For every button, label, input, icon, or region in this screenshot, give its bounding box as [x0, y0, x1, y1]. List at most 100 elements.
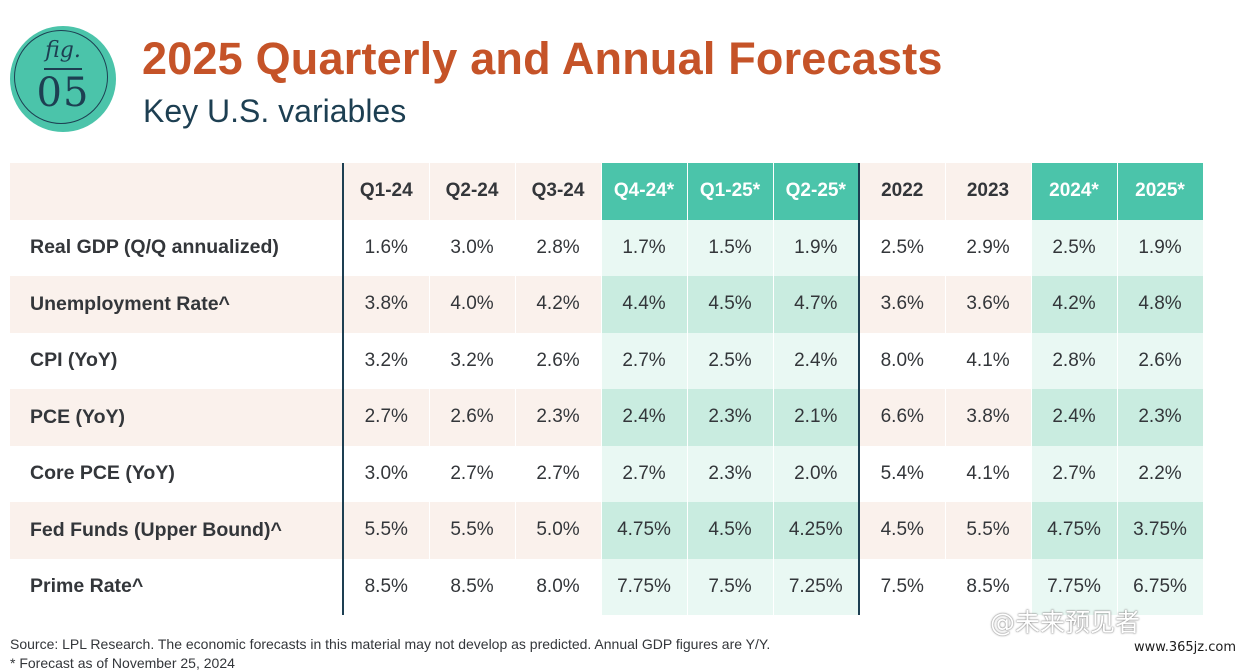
row-label: Prime Rate^: [10, 558, 344, 615]
table-cell: 2.9%: [945, 219, 1032, 276]
table-cell: 2.8%: [515, 219, 602, 276]
table-cell: 3.8%: [342, 276, 430, 333]
table-cell: 8.0%: [515, 558, 602, 615]
table-cell: 4.5%: [859, 502, 946, 559]
table-cell: 8.5%: [342, 558, 430, 615]
table-row: Unemployment Rate^ 3.8% 4.0% 4.2% 4.4% 4…: [10, 276, 1204, 333]
source-note: Source: LPL Research. The economic forec…: [10, 636, 771, 652]
table-cell: 1.9%: [1117, 219, 1204, 276]
table-cell: 1.6%: [342, 219, 430, 276]
table-cell: 4.75%: [1031, 502, 1118, 559]
table-cell: 3.2%: [342, 332, 430, 389]
table-cell: 1.9%: [773, 219, 860, 276]
table-cell: 7.25%: [773, 558, 860, 615]
table-cell: 4.7%: [773, 276, 860, 333]
table-cell: 2.4%: [773, 332, 860, 389]
page-title: 2025 Quarterly and Annual Forecasts: [142, 33, 943, 84]
row-label: Core PCE (YoY): [10, 445, 344, 502]
col-header: Q3-24: [515, 163, 602, 220]
row-label: Unemployment Rate^: [10, 276, 344, 333]
badge-fig-label: fig.: [45, 38, 81, 63]
table-cell: 7.5%: [859, 558, 946, 615]
col-header: 2025*: [1117, 163, 1204, 220]
table-cell: 5.0%: [515, 502, 602, 559]
table-cell: 3.0%: [429, 219, 516, 276]
table-row: Real GDP (Q/Q annualized) 1.6% 3.0% 2.8%…: [10, 219, 1204, 276]
table-cell: 2.5%: [859, 219, 946, 276]
table-cell: 6.75%: [1117, 558, 1204, 615]
table-row: Core PCE (YoY) 3.0% 2.7% 2.7% 2.7% 2.3% …: [10, 445, 1204, 502]
row-label: CPI (YoY): [10, 332, 344, 389]
table-cell: 2.7%: [342, 389, 430, 446]
table-cell: 3.8%: [945, 389, 1032, 446]
header-corner: [10, 163, 344, 220]
table-cell: 2.6%: [515, 332, 602, 389]
table-cell: 5.5%: [945, 502, 1032, 559]
col-header: Q2-24: [429, 163, 516, 220]
col-header: 2023: [945, 163, 1032, 220]
table-cell: 2.3%: [687, 445, 774, 502]
figure-badge: fig. 05: [10, 26, 116, 132]
table-cell: 2.5%: [687, 332, 774, 389]
table-cell: 1.7%: [601, 219, 688, 276]
row-label: PCE (YoY): [10, 389, 344, 446]
table-row: Fed Funds (Upper Bound)^ 5.5% 5.5% 5.0% …: [10, 502, 1204, 559]
table-cell: 2.6%: [429, 389, 516, 446]
table-cell: 4.5%: [687, 276, 774, 333]
table-cell: 3.6%: [945, 276, 1032, 333]
table-cell: 2.4%: [1031, 389, 1118, 446]
table-cell: 8.5%: [945, 558, 1032, 615]
table-cell: 2.7%: [601, 445, 688, 502]
table-cell: 1.5%: [687, 219, 774, 276]
table-cell: 8.0%: [859, 332, 946, 389]
badge-ring: [14, 30, 108, 124]
table-cell: 2.8%: [1031, 332, 1118, 389]
badge-number: 05: [36, 70, 90, 116]
forecast-table: Q1-24 Q2-24 Q3-24 Q4-24* Q1-25* Q2-25* 2…: [10, 163, 1204, 615]
table-cell: 2.7%: [429, 445, 516, 502]
table-cell: 2.2%: [1117, 445, 1204, 502]
watermark-url: www.365jz.com: [1134, 640, 1236, 655]
table-cell: 7.75%: [601, 558, 688, 615]
table-cell: 4.5%: [687, 502, 774, 559]
table-cell: 2.7%: [601, 332, 688, 389]
table-cell: 4.0%: [429, 276, 516, 333]
table-cell: 4.4%: [601, 276, 688, 333]
forecast-footnote: * Forecast as of November 25, 2024: [10, 655, 235, 671]
col-header: Q1-25*: [687, 163, 774, 220]
badge-rule: [44, 68, 82, 70]
table-cell: 2.6%: [1117, 332, 1204, 389]
table-cell: 8.5%: [429, 558, 516, 615]
table-cell: 2.4%: [601, 389, 688, 446]
table-cell: 2.0%: [773, 445, 860, 502]
table-cell: 4.75%: [601, 502, 688, 559]
table-cell: 2.7%: [1031, 445, 1118, 502]
table-cell: 4.1%: [945, 445, 1032, 502]
col-header: 2022: [859, 163, 946, 220]
table-cell: 3.6%: [859, 276, 946, 333]
table-cell: 7.5%: [687, 558, 774, 615]
table-cell: 2.3%: [1117, 389, 1204, 446]
table-cell: 4.8%: [1117, 276, 1204, 333]
col-header: Q1-24: [342, 163, 430, 220]
table-cell: 3.0%: [342, 445, 430, 502]
header-row: Q1-24 Q2-24 Q3-24 Q4-24* Q1-25* Q2-25* 2…: [10, 163, 1204, 220]
table-cell: 2.1%: [773, 389, 860, 446]
table-cell: 5.5%: [342, 502, 430, 559]
table-cell: 3.2%: [429, 332, 516, 389]
col-header: Q2-25*: [773, 163, 860, 220]
col-header: 2024*: [1031, 163, 1118, 220]
table-cell: 4.25%: [773, 502, 860, 559]
table-row: CPI (YoY) 3.2% 3.2% 2.6% 2.7% 2.5% 2.4% …: [10, 332, 1204, 389]
table-cell: 5.5%: [429, 502, 516, 559]
table-row: PCE (YoY) 2.7% 2.6% 2.3% 2.4% 2.3% 2.1% …: [10, 389, 1204, 446]
table-cell: 4.2%: [1031, 276, 1118, 333]
page-subtitle: Key U.S. variables: [143, 93, 407, 129]
table-cell: 7.75%: [1031, 558, 1118, 615]
table-row: Prime Rate^ 8.5% 8.5% 8.0% 7.75% 7.5% 7.…: [10, 558, 1204, 615]
table-cell: 3.75%: [1117, 502, 1204, 559]
table-cell: 4.2%: [515, 276, 602, 333]
table-cell: 6.6%: [859, 389, 946, 446]
table-cell: 2.3%: [687, 389, 774, 446]
col-header: Q4-24*: [601, 163, 688, 220]
